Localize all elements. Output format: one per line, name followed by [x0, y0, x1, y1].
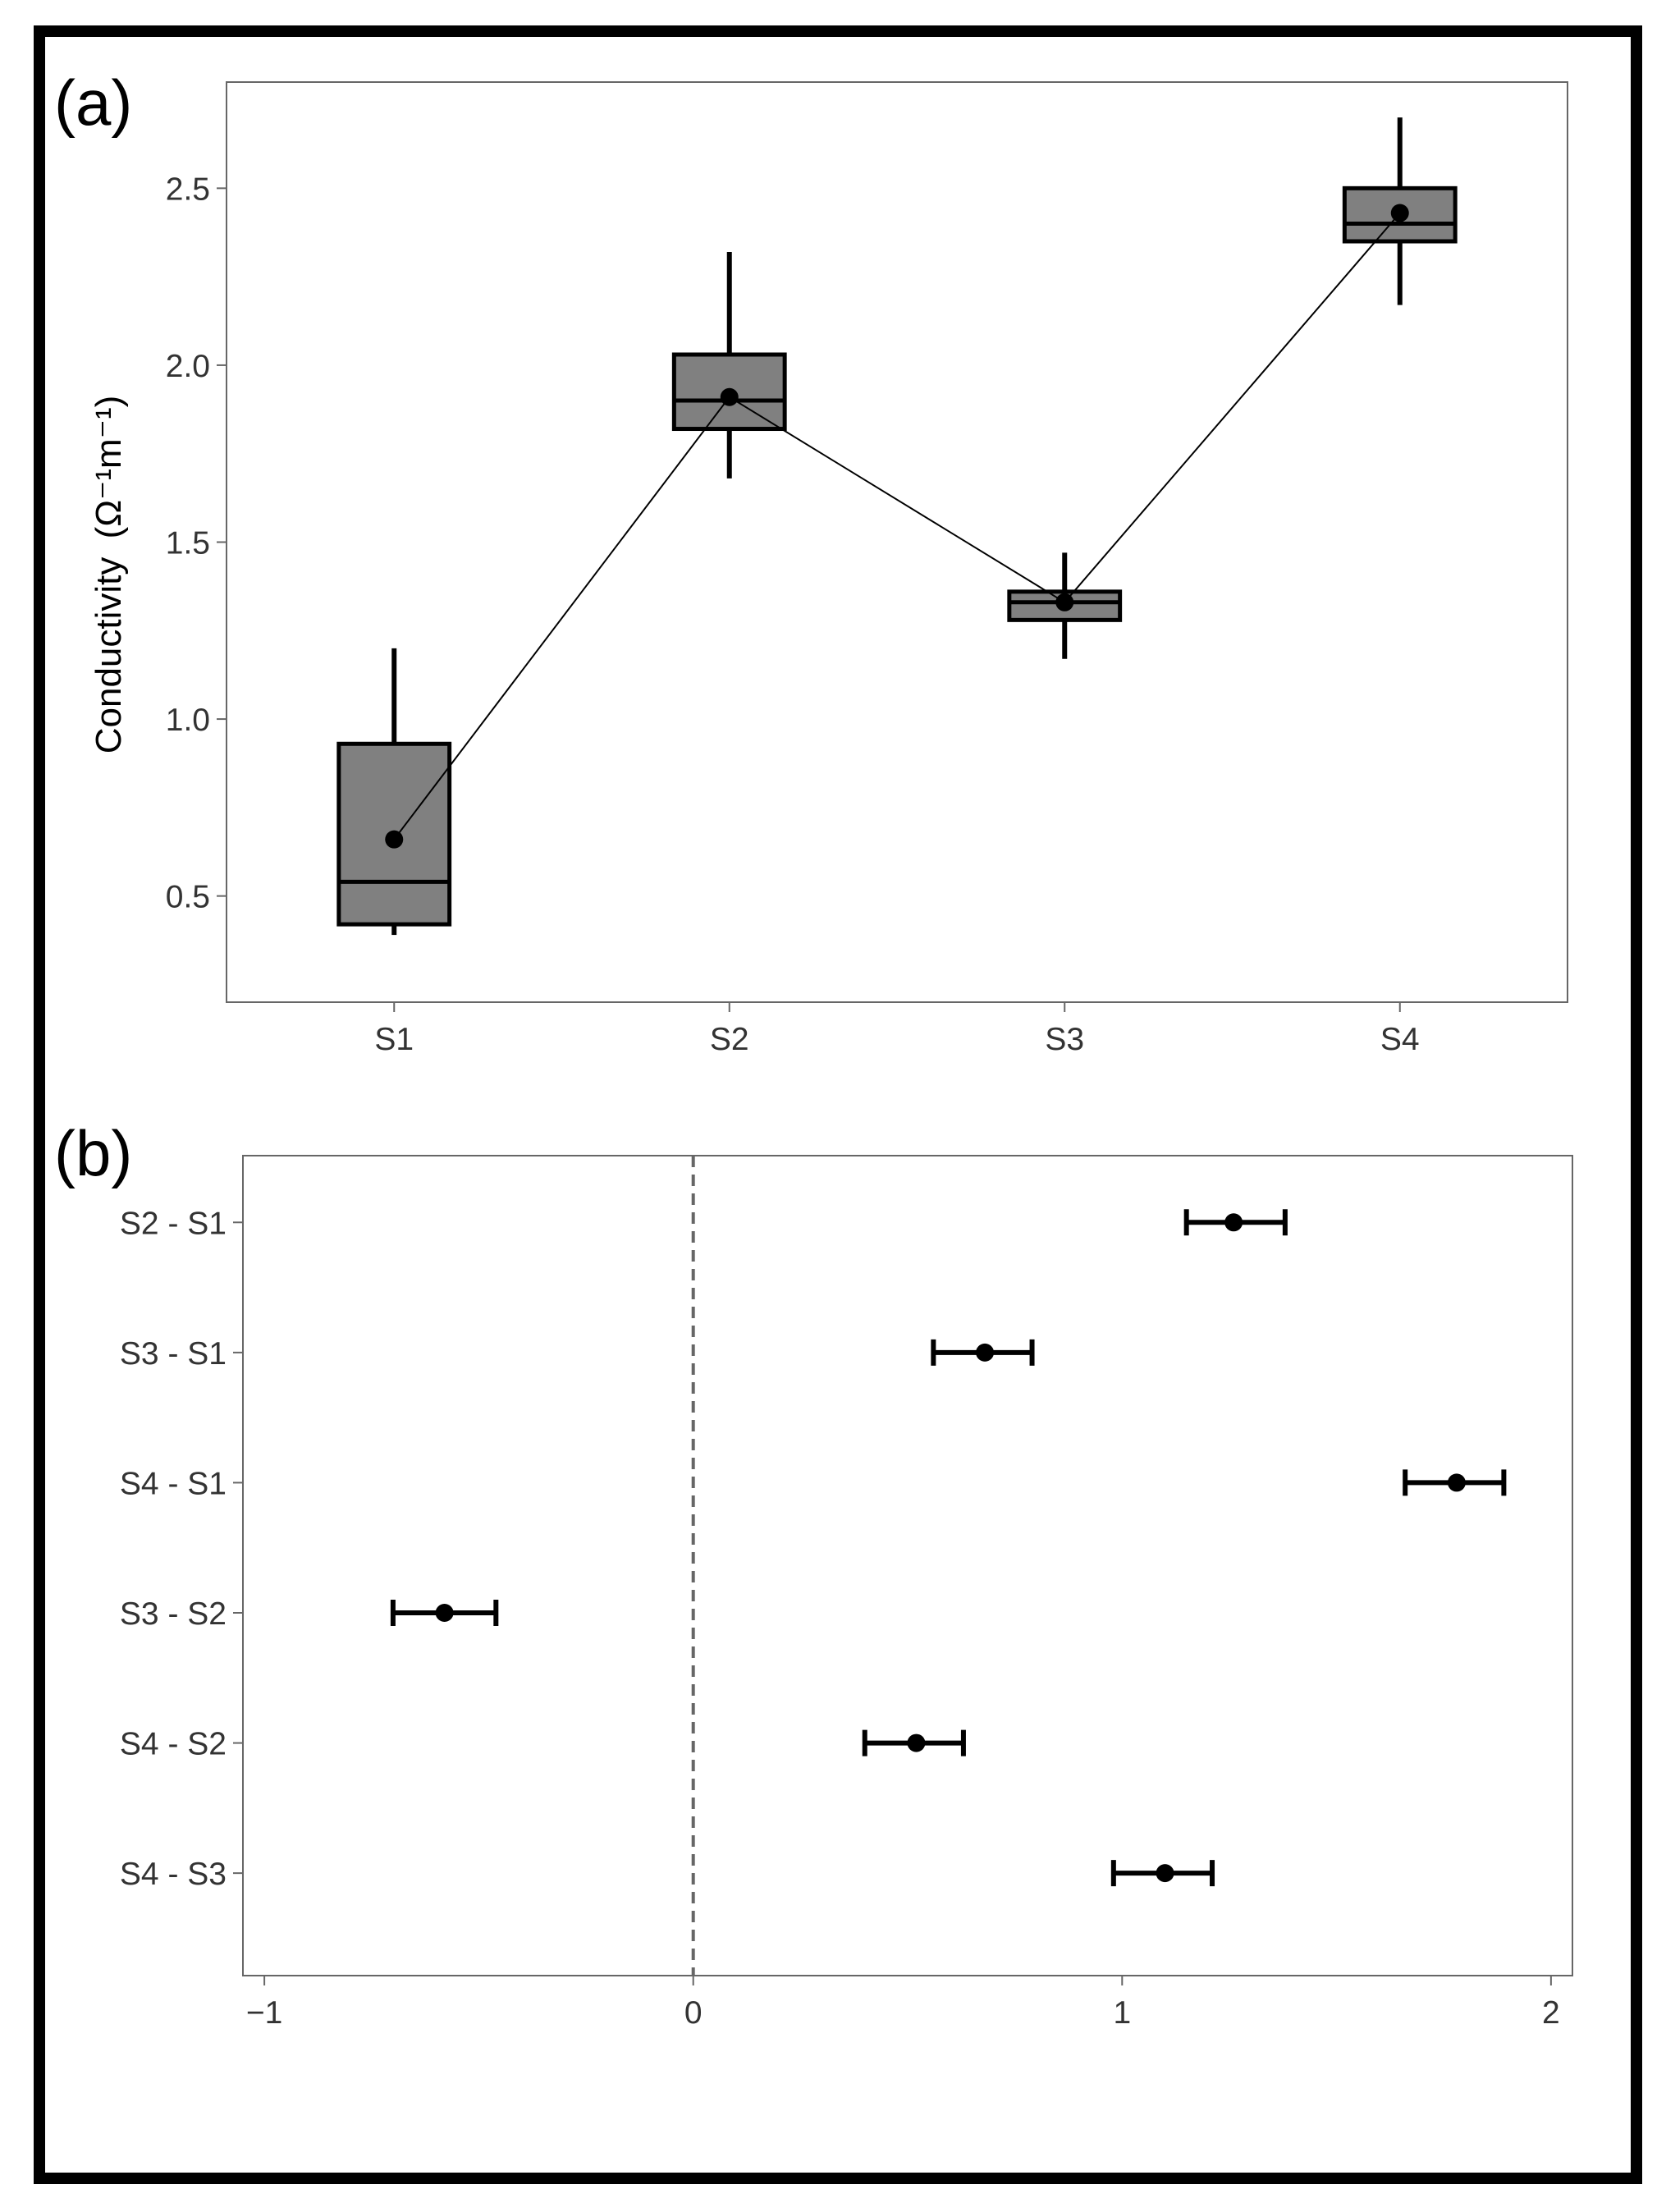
y-axis-title-main: Conductivity	[89, 557, 129, 754]
y-axis-title-units: (Ω⁻¹m⁻¹)	[89, 396, 129, 539]
panel-a-mean-line	[393, 212, 1401, 840]
panel-a: (a) 0.5 1.0 1.5 2.0 2.5 S1 S2 S3 S4 Conductivit…	[54, 66, 1568, 1057]
mean-point	[720, 387, 739, 406]
x-tick-label: −1	[246, 1995, 282, 2031]
mean-point	[1390, 204, 1409, 222]
y-tick-label: 2.5	[166, 172, 210, 207]
y-tick-label: 1.5	[166, 526, 210, 561]
y-tick-label: S2 - S1	[120, 1206, 227, 1241]
estimate-point	[907, 1733, 926, 1752]
panel-a-boxes	[336, 117, 1458, 936]
y-tick-label: S4 - S3	[120, 1857, 227, 1892]
x-tick-label: 0	[684, 1995, 703, 2031]
estimate-point	[1224, 1213, 1243, 1232]
estimate-point	[435, 1604, 454, 1622]
x-tick-label: S3	[1045, 1022, 1084, 1057]
x-tick-label: S1	[374, 1022, 414, 1057]
y-tick-label: S3 - S1	[120, 1336, 227, 1372]
y-tick-label: S4 - S1	[120, 1466, 227, 1501]
y-tick-label: 0.5	[166, 880, 210, 915]
x-tick-label: S4	[1380, 1022, 1420, 1057]
panel-a-label: (a)	[54, 66, 132, 139]
x-tick-label: 2	[1542, 1995, 1560, 2031]
panel-b-plot-border	[242, 1155, 1573, 1976]
panel-a-x-axis: S1 S2 S3 S4	[374, 1002, 1420, 1057]
panel-b-error-bars	[390, 1209, 1507, 1887]
y-tick-label: S3 - S2	[120, 1596, 227, 1632]
y-tick-label: S4 - S2	[120, 1727, 227, 1762]
panel-a-y-axis: 0.5 1.0 1.5 2.0 2.5	[166, 172, 227, 915]
y-tick-label: 1.0	[166, 703, 210, 738]
figure-frame	[34, 25, 1642, 2184]
x-tick-label: S2	[710, 1022, 749, 1057]
mean-point	[385, 830, 404, 849]
x-tick-label: 1	[1113, 1995, 1131, 2031]
estimate-point	[1156, 1864, 1174, 1883]
estimate-point	[1447, 1473, 1466, 1492]
panel-a-y-axis-title: Conductivity (Ω⁻¹m⁻¹)	[89, 396, 129, 754]
estimate-point	[976, 1343, 995, 1362]
mean-point	[1055, 593, 1074, 611]
panel-b-y-axis: S2 - S1 S3 - S1 S4 - S1 S3 - S2 S4 - S2 S4 - …	[120, 1206, 243, 1892]
panel-b-label: (b)	[54, 1117, 132, 1189]
panel-a-means	[385, 204, 1409, 849]
panel-b-x-axis: −1 0 1 2	[246, 1976, 1560, 2031]
y-tick-label: 2.0	[166, 349, 210, 384]
